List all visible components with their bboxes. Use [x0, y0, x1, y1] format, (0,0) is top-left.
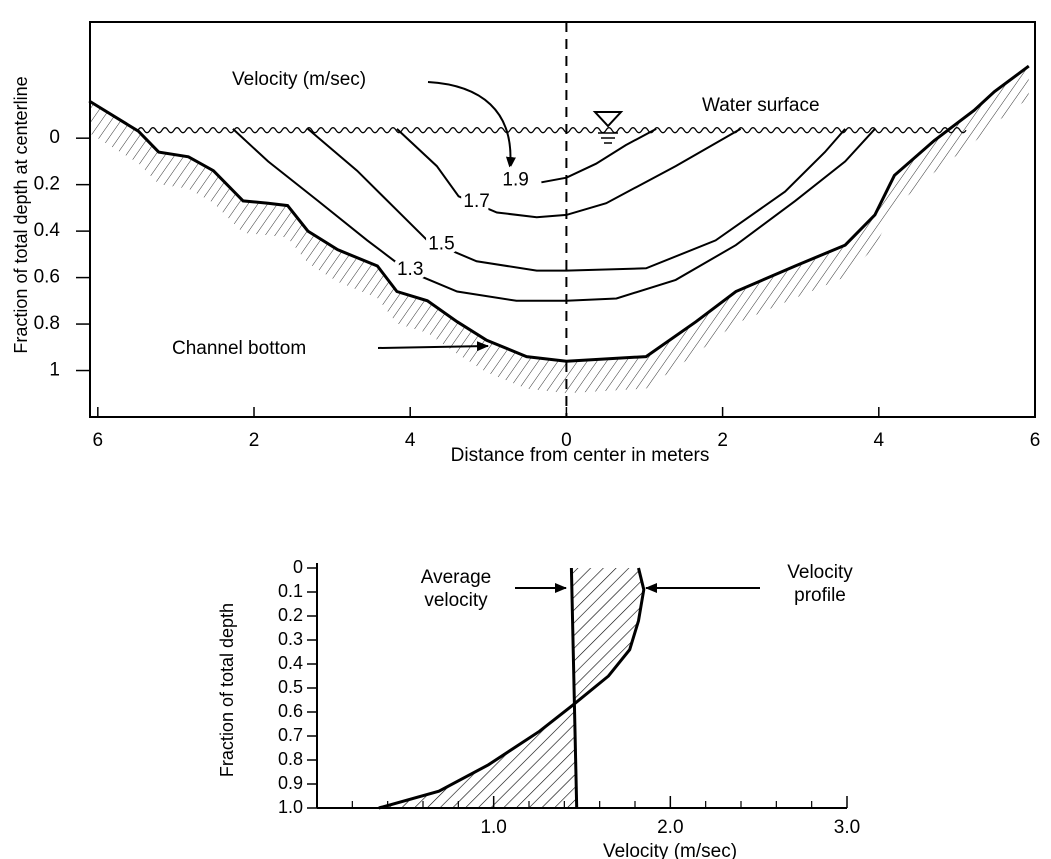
y-tick-label: 0.3 [278, 629, 303, 649]
contour-label: 1.3 [397, 259, 423, 280]
annotation-arrow [428, 82, 510, 168]
x-tick-label: 2.0 [657, 817, 683, 838]
y-tick-label: 1.0 [278, 797, 303, 817]
figure: Fraction of total depth at centerline Di… [0, 0, 1051, 859]
annotation: Velocity profile [760, 561, 880, 607]
page: Fraction of total depth at centerline Di… [0, 0, 1051, 859]
x-tick-label: 3.0 [834, 817, 860, 838]
x-tick-label: 6 [93, 430, 104, 451]
x-axis-title: Velocity (m/sec) [603, 841, 737, 859]
annotation: Channel bottom [172, 338, 306, 359]
y-tick-label: 0 [49, 127, 60, 148]
contour-label: 1.9 [502, 169, 528, 190]
velocity-contour [397, 129, 741, 217]
y-tick-label: 0.6 [34, 267, 60, 288]
y-tick-label: 0.4 [278, 653, 303, 673]
y-tick-label: 0.1 [278, 581, 303, 601]
y-axis-title: Fraction of total depth [217, 603, 237, 777]
y-tick-label: 0.9 [278, 773, 303, 793]
y-axis-title: Fraction of total depth at centerline [11, 76, 31, 353]
x-tick-label: 0 [561, 430, 572, 451]
x-tick-label: 4 [405, 430, 416, 451]
contour-label: 1.7 [463, 191, 489, 212]
annotation: Water surface [702, 95, 820, 116]
annotation: Velocity (m/sec) [232, 69, 366, 90]
cross-section-chart: Fraction of total depth at centerline Di… [11, 22, 1041, 466]
y-tick-label: 0.8 [34, 313, 60, 334]
x-tick-label: 2 [717, 430, 728, 451]
y-tick-label: 0.7 [278, 725, 303, 745]
x-axis-title: Distance from center in meters [451, 445, 710, 466]
x-tick-label: 1.0 [480, 817, 506, 838]
contour-label: 1.5 [428, 233, 454, 254]
y-tick-label: 0.4 [34, 220, 61, 241]
y-tick-label: 0.2 [278, 605, 303, 625]
velocity-contour [308, 129, 845, 271]
velocity-contour [541, 129, 656, 182]
y-tick-label: 1 [49, 360, 60, 381]
y-tick-label: 0.6 [278, 701, 303, 721]
x-tick-label: 2 [249, 430, 260, 451]
y-tick-label: 0.5 [278, 677, 303, 697]
y-tick-label: 0.8 [278, 749, 303, 769]
y-tick-label: 0.2 [34, 174, 60, 195]
x-tick-label: 6 [1030, 430, 1041, 451]
y-tick-label: 0 [293, 557, 303, 577]
x-tick-label: 4 [874, 430, 885, 451]
annotation: Average velocity [396, 566, 516, 612]
